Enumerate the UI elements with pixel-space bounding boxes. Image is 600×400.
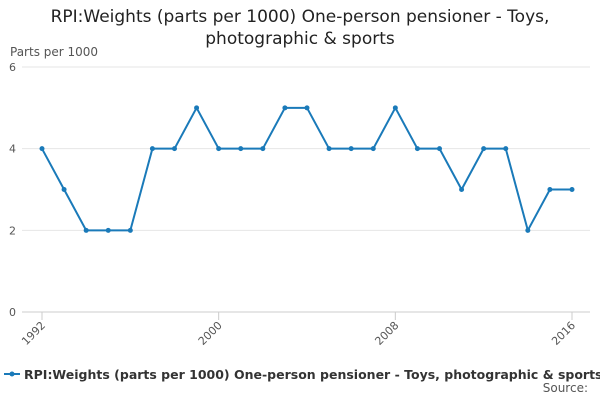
point bbox=[481, 146, 487, 152]
point bbox=[105, 227, 111, 233]
point bbox=[304, 105, 310, 111]
chart-title: RPI:Weights (parts per 1000) One-person … bbox=[50, 7, 550, 49]
y-tick-label: 2 bbox=[9, 224, 16, 237]
point bbox=[437, 146, 442, 152]
point bbox=[39, 146, 45, 152]
point bbox=[83, 227, 89, 233]
legend-marker bbox=[9, 371, 15, 377]
point bbox=[216, 146, 222, 152]
point bbox=[238, 146, 244, 152]
point bbox=[260, 146, 266, 152]
point bbox=[194, 105, 200, 111]
line bbox=[41, 105, 572, 234]
point bbox=[503, 146, 509, 152]
point bbox=[127, 227, 133, 233]
point bbox=[149, 146, 155, 152]
x-tick-label: 2016 bbox=[549, 319, 578, 348]
point bbox=[392, 105, 398, 111]
y-tick-label: 0 bbox=[9, 306, 16, 319]
x-tick-label: 2008 bbox=[372, 319, 401, 348]
x-tick-label: 1992 bbox=[19, 319, 48, 348]
point bbox=[459, 187, 465, 192]
point bbox=[525, 227, 531, 233]
y-tick-label: 6 bbox=[9, 61, 16, 74]
source: Source: bbox=[543, 381, 588, 395]
legend-label: RPI:Weights (parts per 1000) One-person … bbox=[24, 367, 600, 382]
y-axis-label: Parts per 1000 bbox=[10, 45, 98, 59]
point bbox=[282, 105, 288, 111]
point bbox=[326, 146, 332, 152]
x-tick-label: 2000 bbox=[196, 319, 225, 348]
point bbox=[370, 146, 376, 152]
y-tick-label: 4 bbox=[9, 143, 16, 156]
point bbox=[172, 146, 177, 152]
point bbox=[547, 187, 553, 192]
point bbox=[348, 146, 354, 152]
point bbox=[61, 187, 67, 192]
point bbox=[569, 187, 575, 192]
point bbox=[414, 146, 420, 152]
